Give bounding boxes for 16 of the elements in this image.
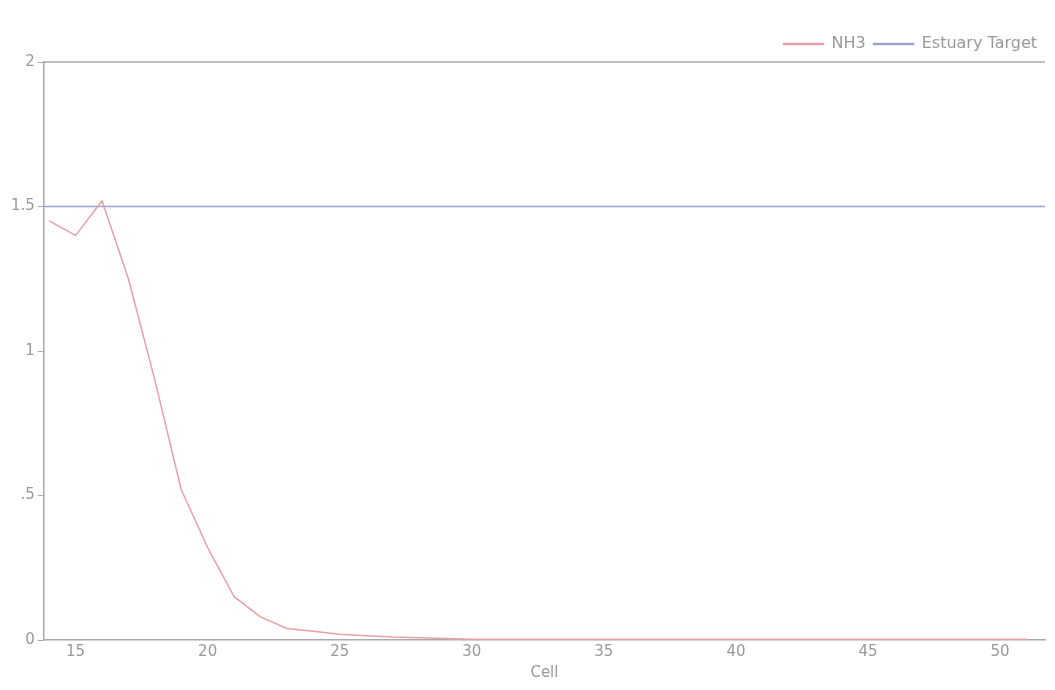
- x-tick-label: 20: [198, 641, 218, 660]
- y-tick-label: 2: [25, 51, 35, 70]
- x-axis-title: Cell: [530, 662, 559, 681]
- legend-label: Estuary Target: [921, 33, 1037, 53]
- x-tick-label: 25: [330, 641, 350, 660]
- y-tick-label: 1: [25, 340, 35, 359]
- x-tick-label: 45: [858, 641, 878, 660]
- y-tick-label: 1.5: [11, 196, 35, 215]
- y-tick-label: 0: [25, 629, 35, 648]
- x-tick-label: 40: [726, 641, 746, 660]
- x-tick-label: 35: [594, 641, 614, 660]
- x-tick-label: 30: [462, 641, 482, 660]
- x-tick-label: 15: [66, 641, 86, 660]
- legend-label: NH3: [831, 33, 866, 53]
- x-tick-label: 50: [990, 641, 1010, 660]
- y-tick-label: .5: [20, 485, 35, 504]
